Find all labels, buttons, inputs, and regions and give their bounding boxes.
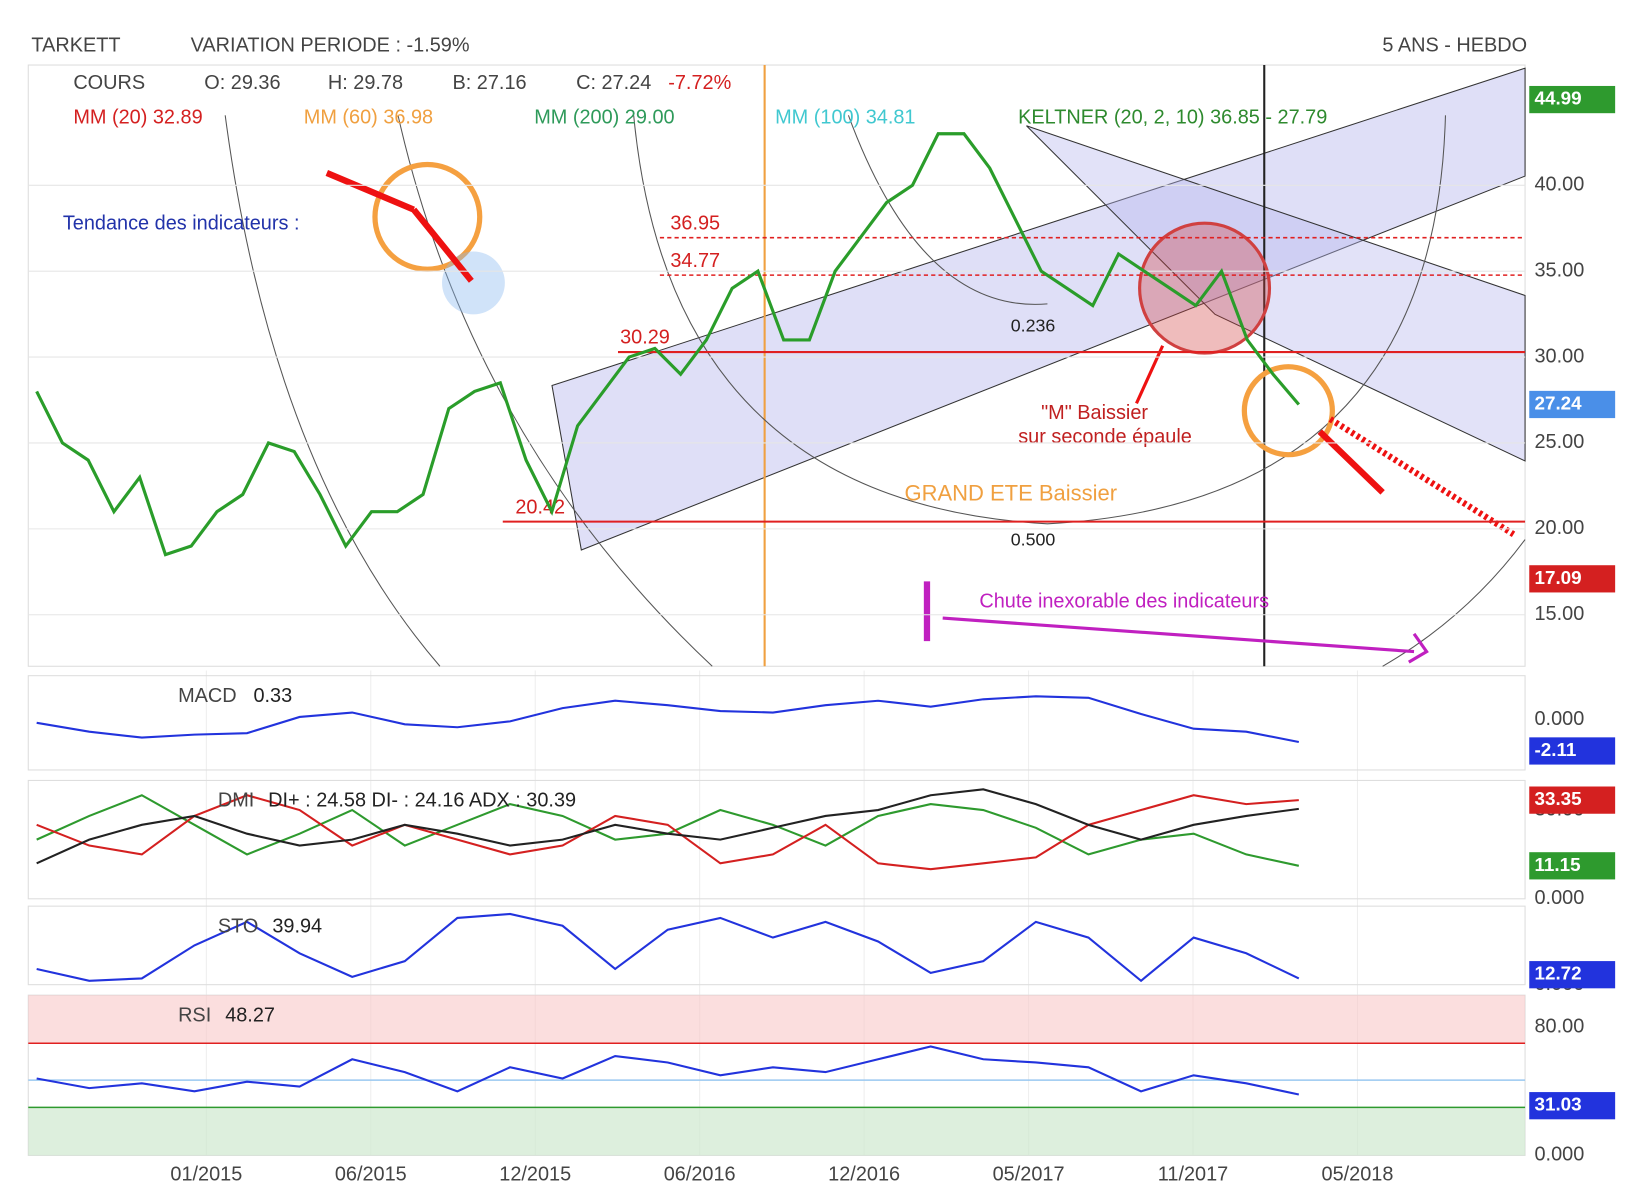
y-tick-label: 0.000 <box>1534 887 1584 909</box>
x-tick-label: 05/2018 <box>1322 1164 1394 1186</box>
annotation: Chute inexorable des indicateurs <box>979 591 1269 613</box>
arrow <box>942 616 1429 664</box>
y-tick-label: 0.000 <box>1534 708 1584 730</box>
legend: MM (20) 32.89 <box>73 107 202 129</box>
legend: KELTNER (20, 2, 10) 36.85 - 27.79 <box>1018 107 1327 129</box>
y-tick-label: 25.00 <box>1534 431 1584 453</box>
x-tick-label: 11/2017 <box>1158 1164 1228 1186</box>
indicator-value: 48.27 <box>225 1004 275 1026</box>
oversold-zone <box>28 1107 1526 1156</box>
indicator-line <box>36 695 1300 744</box>
highlight-circle <box>372 161 483 272</box>
x-tick-label: 06/2015 <box>335 1164 407 1186</box>
indicator-name: DMI <box>218 790 254 812</box>
fib-arc <box>224 115 441 667</box>
y-tick-label: 0.000 <box>1534 1144 1584 1166</box>
legend: C: 27.24 <box>576 72 651 94</box>
indicator-panel <box>27 779 1526 900</box>
value-badge <box>1529 390 1616 419</box>
value-badge <box>1529 1092 1616 1120</box>
indicator-line <box>36 912 1300 983</box>
indicator-panel <box>27 675 1526 771</box>
indicator-line <box>36 788 1299 865</box>
badge-label: 12.72 <box>1534 963 1581 984</box>
annotation: "M" Baissier <box>1041 402 1148 424</box>
badge-label: 27.24 <box>1534 392 1582 413</box>
annotation: sur seconde épaule <box>1018 426 1192 448</box>
y-tick-label: 80.00 <box>1534 1015 1584 1037</box>
annotation: Tendance des indicateurs : <box>63 213 300 235</box>
indicator-value: 39.94 <box>272 915 322 937</box>
y-tick-label: 20.00 <box>1534 517 1584 539</box>
price-line <box>35 132 1301 557</box>
main-panel <box>27 64 1526 667</box>
indicator-value: 0.33 <box>253 685 292 707</box>
legend: B: 27.16 <box>452 72 526 94</box>
level-label: 20.42 <box>515 496 565 518</box>
badge-label: 17.09 <box>1534 567 1581 588</box>
badge-label: 44.99 <box>1534 88 1581 109</box>
legend: O: 29.36 <box>204 72 280 94</box>
indicator-line <box>36 1045 1300 1096</box>
arrow <box>1328 416 1516 537</box>
level-label: 34.77 <box>670 250 720 272</box>
arrow <box>1135 345 1165 405</box>
x-tick-label: 12/2015 <box>499 1164 571 1186</box>
y-tick-label: 40.00 <box>1534 174 1584 196</box>
indicator-name: STO <box>218 915 259 937</box>
value-badge <box>1529 852 1616 880</box>
x-tick-label: 05/2017 <box>993 1164 1065 1186</box>
highlight-circle <box>1241 364 1335 458</box>
variation: VARIATION PERIODE : -1.59% <box>191 34 470 56</box>
indicator-name: MACD <box>178 685 237 707</box>
legend: -7.72% <box>668 72 731 94</box>
fib-label: 0.500 <box>1011 529 1056 549</box>
value-badge <box>1529 85 1616 114</box>
y-tick-label: 15.00 <box>1534 603 1584 625</box>
level-label: 36.95 <box>670 212 720 234</box>
value-badge <box>1529 786 1616 814</box>
fib-arc <box>633 115 1446 525</box>
indicator-value: DI+ : 24.58 DI- : 24.16 ADX : 30.39 <box>268 790 576 812</box>
value-badge <box>1529 961 1616 989</box>
highlight-circle <box>1138 221 1272 355</box>
ticker: TARKETT <box>31 34 120 56</box>
legend: COURS <box>73 72 145 94</box>
x-tick-label: 01/2015 <box>170 1164 242 1186</box>
value-badge <box>1529 565 1616 593</box>
legend: MM (60) 36.98 <box>304 107 433 129</box>
legend: MM (200) 29.00 <box>534 107 674 129</box>
arrow <box>1317 429 1385 495</box>
arrow <box>325 170 474 283</box>
fib-arc <box>847 115 1048 305</box>
overbought-zone <box>28 995 1526 1044</box>
period: 5 ANS - HEBDO <box>1382 34 1527 56</box>
legend: MM (100) 34.81 <box>775 107 915 129</box>
fib-label: 0.236 <box>1011 316 1056 336</box>
y-tick-label: 30.00 <box>1534 345 1584 367</box>
badge-label: -2.11 <box>1534 739 1576 760</box>
badge-label: 11.15 <box>1534 854 1580 875</box>
indicator-panel <box>27 905 1526 986</box>
level-label: 30.29 <box>620 327 670 349</box>
x-tick-label: 06/2016 <box>664 1164 736 1186</box>
annotation: GRAND ETE Baissier <box>904 480 1117 505</box>
up-channel <box>551 67 1526 551</box>
badge-label: 31.03 <box>1534 1094 1581 1115</box>
indicator-name: RSI <box>178 1004 211 1026</box>
y-tick-label: 35.00 <box>1534 259 1584 281</box>
fib-arc <box>1382 539 1526 667</box>
value-badge <box>1529 737 1616 765</box>
x-tick-label: 12/2016 <box>828 1164 900 1186</box>
badge-label: 33.35 <box>1534 788 1581 809</box>
fib-arc <box>397 115 713 667</box>
legend: H: 29.78 <box>328 72 403 94</box>
